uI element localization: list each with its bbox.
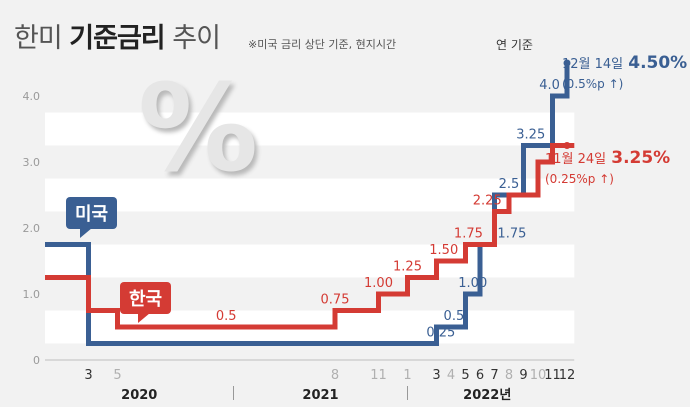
value-label-us: 1.75 xyxy=(497,227,526,242)
x-tick-label: 1 xyxy=(403,368,411,383)
y-tick-label: 1.0 xyxy=(23,288,41,301)
title-bold: 기준금리 xyxy=(69,23,165,54)
x-tick-label: 9 xyxy=(519,368,527,383)
unit-basis: 연 기준 xyxy=(496,38,533,52)
title-prefix: 한미 xyxy=(14,23,63,54)
year-label: 2022년 xyxy=(463,388,511,403)
x-tick-label: 5 xyxy=(461,368,469,383)
kr-latest-delta: (0.25%p ↑) xyxy=(545,172,614,187)
us-label-badge: 미국 xyxy=(66,197,118,238)
year-label: 2021 xyxy=(302,388,338,403)
value-label-us: 2.5 xyxy=(499,177,520,192)
x-tick-label: 8 xyxy=(331,368,339,383)
value-label-kr: 1.00 xyxy=(364,276,393,291)
value-label-kr: 2.25 xyxy=(473,194,502,209)
year-label: 2020 xyxy=(121,388,157,403)
x-tick-label: 11 xyxy=(544,368,561,383)
grid-band-1 xyxy=(45,244,575,278)
x-tick-label: 5 xyxy=(113,368,121,383)
us-latest-date: 12월 14일 xyxy=(562,57,624,72)
x-tick-label: 3 xyxy=(84,368,92,383)
value-label-us: 4.0 xyxy=(539,78,560,93)
x-tick-label: 11 xyxy=(370,368,387,383)
value-label-kr: 1.25 xyxy=(393,260,422,275)
value-label-us: 0.25 xyxy=(426,326,455,341)
value-label-kr: 0.5 xyxy=(216,309,237,324)
kr-latest-date: 11월 24일 xyxy=(545,152,607,167)
x-tick-label: 7 xyxy=(490,368,498,383)
value-label-us: 0.5 xyxy=(444,309,465,324)
value-label-kr: 1.50 xyxy=(429,243,458,258)
kr-end-dot xyxy=(563,142,571,149)
x-tick-label: 8 xyxy=(505,368,513,383)
us-end-dot xyxy=(563,59,571,67)
us-latest-rate: 4.50% xyxy=(628,53,688,73)
x-tick-label: 3 xyxy=(432,368,440,383)
value-label-us: 1.00 xyxy=(458,276,487,291)
us-latest-delta: (0.5%p ↑) xyxy=(562,77,624,92)
us-latest-annotation: 12월 14일 4.50% (0.5%p ↑) xyxy=(562,53,687,93)
grid-band-3 xyxy=(45,112,575,146)
x-tick-label: 12 xyxy=(559,368,576,383)
percent-symbol: % xyxy=(138,60,259,199)
kr-latest-annotation: 11월 24일 3.25% (0.25%p ↑) xyxy=(545,148,670,188)
y-tick-label: 0 xyxy=(33,354,40,367)
value-label-kr: 1.75 xyxy=(454,227,483,242)
footnote: ※미국 금리 상단 기준, 현지시간 xyxy=(248,38,397,51)
value-label-kr: 0.75 xyxy=(321,293,350,308)
kr-label-badge: 한국 xyxy=(120,282,172,323)
x-tick-label: 4 xyxy=(447,368,455,383)
title-suffix: 추이 xyxy=(172,23,221,54)
kr-latest-rate: 3.25% xyxy=(611,148,671,168)
y-tick-label: 3.0 xyxy=(23,156,41,169)
chart-title: 한미 기준금리 추이 xyxy=(14,16,221,55)
y-tick-label: 4.0 xyxy=(23,90,41,103)
value-label-us: 3.25 xyxy=(516,128,545,143)
y-tick-label: 2.0 xyxy=(23,222,41,235)
series-line-kr xyxy=(45,143,575,330)
x-tick-label: 6 xyxy=(476,368,484,383)
grid-band-2 xyxy=(45,178,575,212)
x-tick-label: 10 xyxy=(530,368,547,383)
